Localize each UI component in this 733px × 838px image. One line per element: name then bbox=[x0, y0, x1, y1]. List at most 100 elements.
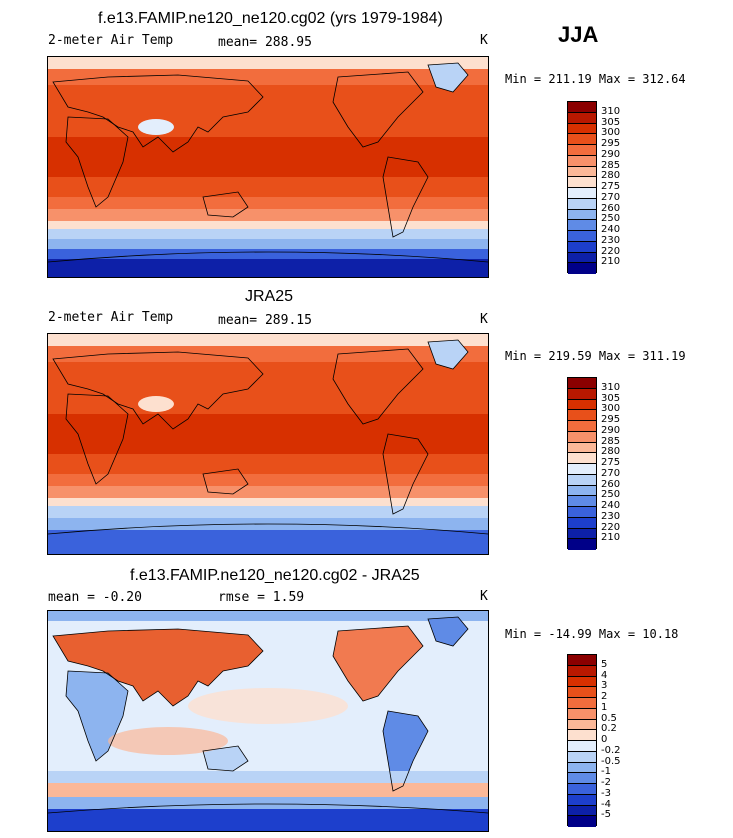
panel-2-title: JRA25 bbox=[245, 288, 294, 305]
panel-1-colorbar bbox=[567, 101, 597, 274]
panel-3-colorbar-swatch bbox=[568, 751, 596, 763]
panel-3-colorbar-tick-label: -0.5 bbox=[601, 755, 621, 767]
panel-3-colorbar-tick-label: -4 bbox=[601, 798, 611, 810]
panel-2-colorbar-swatch bbox=[568, 474, 596, 486]
panel-3-colorbar-tick-label: -0.2 bbox=[601, 744, 621, 756]
panel-1-colorbar-tick-label: 280 bbox=[601, 170, 621, 182]
panel-2-variable-label: 2-meter Air Temp bbox=[48, 310, 174, 325]
panel-1-mean-label: mean= 288.95 bbox=[218, 35, 312, 50]
panel-3-colorbar-swatch bbox=[568, 741, 596, 752]
panel-1-colorbar-tick-label: 240 bbox=[601, 224, 621, 235]
panel-3-colorbar-swatch bbox=[568, 762, 596, 774]
panel-2-colorbar-swatch bbox=[568, 399, 596, 411]
panel-1-unit-label: K bbox=[480, 33, 488, 48]
panel-1-colorbar-tick-label: 260 bbox=[601, 202, 621, 214]
panel-3-colorbar-swatch bbox=[568, 805, 596, 817]
panel-3-colorbar-tick-label: 4 bbox=[601, 669, 608, 681]
panel-3-colorbar-swatch bbox=[568, 773, 596, 784]
panel-2-colorbar-swatch bbox=[568, 388, 596, 400]
panel-3-colorbar bbox=[567, 654, 597, 827]
panel-2-colorbar-swatch bbox=[568, 442, 596, 454]
panel-2-unit-label: K bbox=[480, 312, 488, 327]
panel-3-colorbar-swatch bbox=[568, 816, 596, 827]
panel-1-colorbar-tick-label: 270 bbox=[601, 191, 621, 203]
panel-2-colorbar-tick-label: 280 bbox=[601, 446, 621, 458]
panel-3-colorbar-tick-label: -5 bbox=[601, 809, 611, 821]
panel-2-colorbar-swatch bbox=[568, 464, 596, 475]
panel-1-map-graphic bbox=[48, 57, 488, 277]
panel-1-colorbar-swatch bbox=[568, 166, 596, 178]
panel-1-minmax: Min = 211.19 Max = 312.64 bbox=[505, 72, 686, 86]
panel-3-rmse-label: rmse = 1.59 bbox=[218, 590, 305, 605]
panel-2-minmax: Min = 219.59 Max = 311.19 bbox=[505, 349, 686, 363]
panel-3-colorbar-swatch bbox=[568, 730, 596, 741]
panel-2-colorbar-swatch bbox=[568, 378, 596, 389]
panel-3-title: f.e13.FAMIP.ne120_ne120.cg02 - JRA25 bbox=[130, 567, 420, 584]
panel-2-colorbar-tick-label: 305 bbox=[601, 392, 621, 404]
panel-2-colorbar bbox=[567, 377, 597, 550]
panel-1-colorbar-swatch bbox=[568, 231, 596, 242]
panel-2-colorbar-tick-label: 230 bbox=[601, 510, 621, 522]
panel-2-colorbar-swatch bbox=[568, 517, 596, 529]
panel-1-colorbar-swatch bbox=[568, 220, 596, 231]
panel-3-colorbar-swatch bbox=[568, 665, 596, 677]
panel-3-map bbox=[47, 610, 489, 832]
panel-1-colorbar-swatch bbox=[568, 145, 596, 156]
panel-3-colorbar-swatch bbox=[568, 784, 596, 795]
panel-3-minmax: Min = -14.99 Max = 10.18 bbox=[505, 627, 679, 641]
panel-2-colorbar-tick-label: 210 bbox=[601, 532, 621, 544]
panel-2-colorbar-swatch bbox=[568, 539, 596, 550]
panel-3-colorbar-tick-label: -3 bbox=[601, 787, 611, 799]
panel-1-colorbar-swatch bbox=[568, 123, 596, 135]
panel-1-colorbar-tick-label: 230 bbox=[601, 234, 621, 246]
panel-2-colorbar-tick-label: 310 bbox=[601, 381, 621, 393]
panel-3-colorbar-tick-label: -2 bbox=[601, 777, 611, 788]
panel-3-colorbar-swatch bbox=[568, 708, 596, 720]
panel-3-mean-label: mean = -0.20 bbox=[48, 590, 142, 605]
panel-2-colorbar-tick-label: 260 bbox=[601, 478, 621, 490]
panel-2-colorbar-swatch bbox=[568, 496, 596, 507]
panel-2-colorbar-tick-label: 220 bbox=[601, 521, 621, 533]
panel-3-colorbar-tick-label: 0 bbox=[601, 734, 608, 745]
panel-1-colorbar-swatch bbox=[568, 241, 596, 253]
panel-1-colorbar-swatch bbox=[568, 102, 596, 113]
panel-3-colorbar-tick-label: 5 bbox=[601, 658, 608, 670]
panel-1-colorbar-swatch bbox=[568, 198, 596, 210]
panel-3-colorbar-tick-label: 1 bbox=[601, 701, 608, 713]
panel-2-colorbar-swatch bbox=[568, 431, 596, 443]
panel-2-colorbar-tick-label: 285 bbox=[601, 435, 621, 447]
panel-1-map bbox=[47, 56, 489, 278]
panel-2-colorbar-tick-label: 270 bbox=[601, 467, 621, 479]
panel-3-colorbar-tick-label: 0.5 bbox=[601, 712, 617, 724]
panel-3-colorbar-swatch bbox=[568, 794, 596, 806]
panel-1-colorbar-tick-label: 295 bbox=[601, 138, 621, 149]
panel-3-colorbar-swatch bbox=[568, 655, 596, 666]
panel-1-colorbar-swatch bbox=[568, 252, 596, 264]
panel-1-colorbar-tick-label: 275 bbox=[601, 181, 621, 192]
panel-1-colorbar-tick-label: 310 bbox=[601, 105, 621, 117]
panel-2-map-graphic bbox=[48, 334, 488, 554]
panel-1-colorbar-tick-label: 290 bbox=[601, 148, 621, 160]
panel-1-colorbar-swatch bbox=[568, 155, 596, 167]
panel-3-colorbar-swatch bbox=[568, 698, 596, 709]
panel-1-colorbar-tick-label: 210 bbox=[601, 256, 621, 268]
panel-1-colorbar-swatch bbox=[568, 177, 596, 188]
panel-2-mean-label: mean= 289.15 bbox=[218, 313, 312, 328]
panel-1-colorbar-swatch bbox=[568, 209, 596, 221]
panel-3-colorbar-tick-label: 2 bbox=[601, 691, 608, 702]
panel-1-variable-label: 2-meter Air Temp bbox=[48, 33, 174, 48]
panel-2-colorbar-swatch bbox=[568, 421, 596, 432]
panel-2-colorbar-swatch bbox=[568, 485, 596, 497]
panel-2-colorbar-tick-label: 290 bbox=[601, 424, 621, 436]
panel-1-colorbar-tick-label: 250 bbox=[601, 213, 621, 225]
panel-3-colorbar-swatch bbox=[568, 719, 596, 731]
panel-1-colorbar-tick-label: 220 bbox=[601, 245, 621, 257]
panel-3-colorbar-swatch bbox=[568, 676, 596, 688]
panel-2-map bbox=[47, 333, 489, 555]
panel-1-colorbar-swatch bbox=[568, 134, 596, 145]
panel-1-colorbar-tick-label: 285 bbox=[601, 159, 621, 171]
panel-3-map-graphic bbox=[48, 611, 488, 831]
panel-2-colorbar-swatch bbox=[568, 507, 596, 518]
panel-1-colorbar-swatch bbox=[568, 263, 596, 274]
panel-2-colorbar-swatch bbox=[568, 410, 596, 421]
